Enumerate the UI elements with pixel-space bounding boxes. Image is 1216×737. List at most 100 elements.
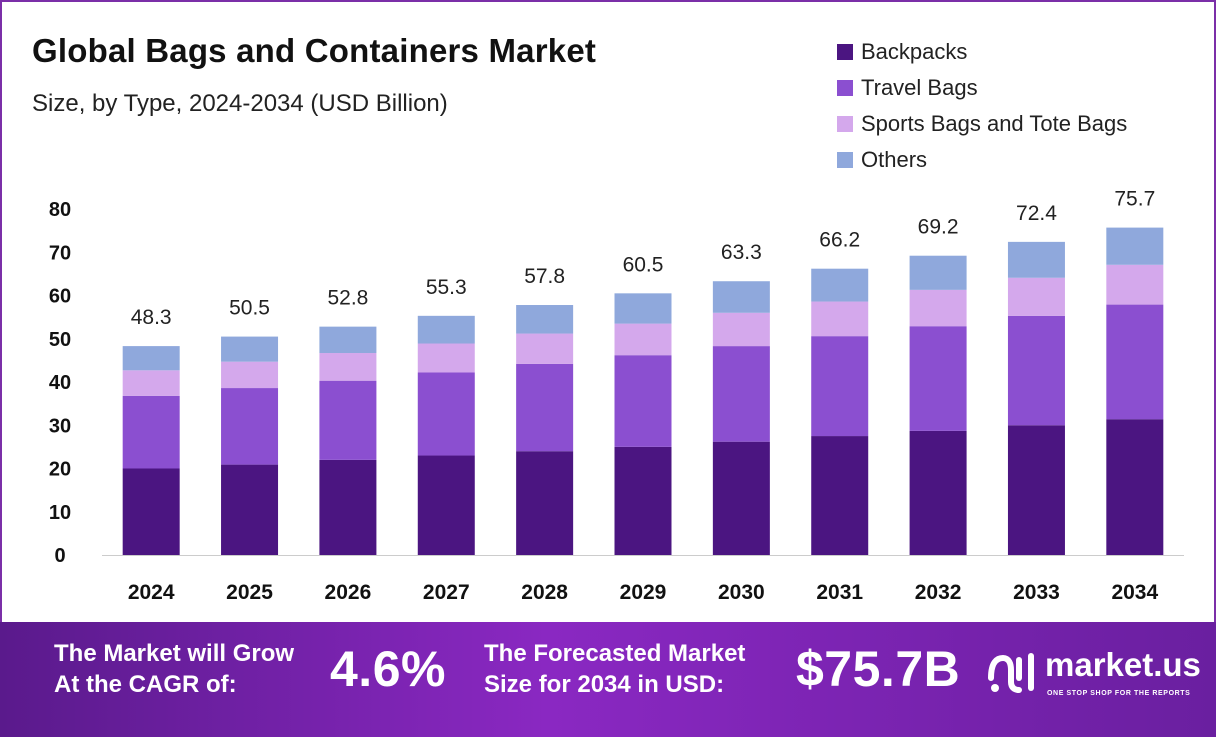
bar-2024-travel-bags: [122, 395, 180, 469]
bar-2028-backpacks: [516, 451, 574, 555]
bar-2030-others: [712, 281, 770, 313]
chart-subtitle: Size, by Type, 2024-2034 (USD Billion): [32, 90, 448, 117]
total-label-2032: 69.2: [918, 216, 959, 239]
bar-2025-backpacks: [221, 464, 279, 555]
y-tick-label-20: 20: [49, 459, 71, 481]
bar-2033-backpacks: [1007, 425, 1065, 555]
bar-2026-sports-bags-and-tote-bags: [319, 353, 377, 381]
total-label-2030: 63.3: [721, 241, 762, 264]
x-tick-label-2030: 2030: [718, 581, 765, 604]
x-tick-label-2025: 2025: [226, 581, 273, 604]
legend-item-sports-tote-bags: Sports Bags and Tote Bags: [837, 106, 1127, 142]
bar-2032-backpacks: [909, 430, 967, 555]
x-tick-label-2027: 2027: [423, 581, 470, 604]
x-tick-label-2032: 2032: [915, 581, 962, 604]
total-label-2033: 72.4: [1016, 202, 1057, 225]
total-label-2024: 48.3: [131, 306, 172, 329]
bar-2034-others: [1106, 227, 1164, 265]
bar-2027-travel-bags: [417, 372, 475, 456]
market-us-logo-icon: [988, 653, 1034, 693]
y-tick-label-30: 30: [49, 415, 71, 437]
cagr-caption-line2: At the CAGR of:: [54, 671, 237, 698]
market-us-logo[interactable]: market.us ONE STOP SHOP FOR THE REPORTS: [985, 642, 1205, 702]
bar-2024-sports-bags-and-tote-bags: [122, 370, 180, 396]
y-tick-label-10: 10: [49, 502, 71, 524]
bar-2033-others: [1007, 241, 1065, 278]
bar-2032-travel-bags: [909, 326, 967, 431]
bar-2028-others: [516, 305, 574, 334]
legend-item-backpacks: Backpacks: [837, 34, 1127, 70]
cagr-caption: The Market will Grow At the CAGR of:: [54, 638, 294, 700]
bar-2028-travel-bags: [516, 363, 574, 452]
brand-name: market.us: [1045, 646, 1201, 683]
bar-2034-travel-bags: [1106, 304, 1164, 420]
total-label-2031: 66.2: [819, 229, 860, 252]
legend-label-backpacks: Backpacks: [861, 39, 968, 64]
x-tick-label-2028: 2028: [521, 581, 568, 604]
bar-2027-backpacks: [417, 455, 475, 555]
legend-swatch-backpacks: [837, 44, 853, 60]
bar-2033-sports-bags-and-tote-bags: [1007, 277, 1065, 316]
bar-2031-sports-bags-and-tote-bags: [811, 301, 869, 337]
total-label-2026: 52.8: [327, 287, 368, 310]
y-tick-label-60: 60: [49, 286, 71, 308]
legend-label-sports-tote-bags: Sports Bags and Tote Bags: [861, 111, 1128, 136]
chart-title: Global Bags and Containers Market: [32, 32, 597, 69]
bar-2026-backpacks: [319, 459, 377, 555]
forecast-caption: The Forecasted Market Size for 2034 in U…: [484, 638, 745, 700]
bar-2031-others: [811, 268, 869, 302]
legend: Backpacks Travel Bags Sports Bags and To…: [837, 34, 1127, 178]
bar-2029-backpacks: [614, 446, 672, 555]
total-label-2028: 57.8: [524, 265, 565, 288]
bar-2034-sports-bags-and-tote-bags: [1106, 264, 1164, 305]
bar-2028-sports-bags-and-tote-bags: [516, 333, 574, 364]
bar-2029-sports-bags-and-tote-bags: [614, 323, 672, 356]
bar-2026-others: [319, 326, 377, 354]
x-tick-label-2024: 2024: [128, 581, 175, 604]
legend-label-others: Others: [861, 147, 928, 172]
x-tick-label-2034: 2034: [1111, 581, 1158, 604]
x-tick-label-2026: 2026: [325, 581, 372, 604]
bar-2024-backpacks: [122, 468, 180, 555]
total-label-2034: 75.7: [1114, 188, 1155, 211]
legend-item-travel-bags: Travel Bags: [837, 70, 1127, 106]
legend-label-travel-bags: Travel Bags: [861, 75, 978, 100]
bar-2031-backpacks: [811, 436, 869, 555]
y-tick-label-0: 0: [54, 545, 65, 567]
bar-2026-travel-bags: [319, 380, 377, 460]
cagr-caption-line1: The Market will Grow: [54, 640, 295, 667]
bar-2034-backpacks: [1106, 419, 1164, 555]
bar-2033-travel-bags: [1007, 315, 1065, 426]
bar-2029-travel-bags: [614, 355, 672, 447]
y-tick-label-50: 50: [49, 329, 71, 351]
y-tick-label-80: 80: [49, 199, 71, 221]
y-tick-label-40: 40: [49, 372, 71, 394]
legend-item-others: Others: [837, 142, 1127, 178]
x-tick-label-2033: 2033: [1013, 581, 1060, 604]
legend-swatch-others: [837, 152, 853, 168]
brand-tagline: ONE STOP SHOP FOR THE REPORTS: [1047, 690, 1191, 697]
forecast-caption-line2: Size for 2034 in USD:: [484, 671, 725, 698]
bar-2031-travel-bags: [811, 336, 869, 437]
bar-2024-others: [122, 346, 180, 371]
stacked-bar-chart: 0102030405060708048.3202450.5202552.8202…: [49, 188, 1184, 604]
bar-2030-sports-bags-and-tote-bags: [712, 312, 770, 347]
legend-swatch-sports-tote-bags: [837, 116, 853, 132]
x-tick-label-2031: 2031: [816, 581, 863, 604]
total-label-2029: 60.5: [623, 253, 664, 276]
bar-2027-others: [417, 315, 475, 344]
total-label-2027: 55.3: [426, 276, 467, 299]
total-label-2025: 50.5: [229, 297, 270, 320]
bar-2032-sports-bags-and-tote-bags: [909, 289, 967, 327]
y-tick-label-70: 70: [49, 242, 71, 264]
cagr-value: 4.6%: [330, 641, 446, 697]
footer-banner: The Market will Grow At the CAGR of: 4.6…: [0, 622, 1216, 737]
bar-2025-travel-bags: [221, 388, 279, 465]
bar-2025-sports-bags-and-tote-bags: [221, 361, 279, 389]
x-tick-label-2029: 2029: [620, 581, 667, 604]
bar-2027-sports-bags-and-tote-bags: [417, 343, 475, 373]
bar-2025-others: [221, 336, 279, 362]
legend-swatch-travel-bags: [837, 80, 853, 96]
forecast-caption-line1: The Forecasted Market: [484, 640, 746, 667]
